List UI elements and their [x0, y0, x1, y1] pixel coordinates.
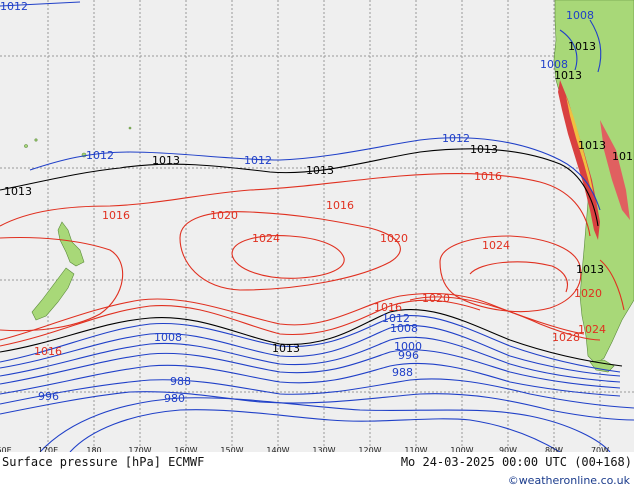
isobar-label: 1020: [574, 287, 602, 300]
longitude-label: 90W: [498, 446, 518, 455]
isobar-label: 988: [392, 366, 413, 379]
isobar-label: 1016: [34, 345, 62, 358]
isobar-label: 1028: [552, 331, 580, 344]
isobar-label: 1013: [568, 40, 596, 53]
isobar-label: 1012: [442, 132, 470, 145]
isobar-label: 1024: [252, 232, 280, 245]
longitude-label: 170E: [37, 446, 59, 455]
isobars-low: [0, 1, 634, 453]
isobar-label: 1024: [578, 323, 606, 336]
isobar-label: 1013: [576, 263, 604, 276]
isobar-label: 1008: [540, 58, 568, 71]
isobar-label: 1020: [210, 209, 238, 222]
isobar-label: 101: [612, 150, 633, 163]
longitude-label: 70W: [590, 446, 610, 455]
isobar-label: 996: [398, 349, 419, 362]
isobar-label: 1008: [154, 331, 182, 344]
longitude-label: 180: [86, 446, 102, 455]
isobar-label: 1012: [0, 0, 28, 13]
isobar-label: 996: [38, 390, 59, 403]
isobar-label: 1008: [566, 9, 594, 22]
isobar-label: 1020: [380, 232, 408, 245]
forecast-datetime: Mo 24-03-2025 00:00 UTC (00+168): [400, 455, 632, 469]
isobar-label: 1013: [152, 154, 180, 167]
longitude-label: 140W: [266, 446, 290, 455]
isobar-label: 1013: [306, 164, 334, 177]
isobar-label: 1012: [86, 149, 114, 162]
isobar-label: 1013: [578, 139, 606, 152]
longitude-axis: 60E 170E 180 170W 160W 150W 140W 130W 12…: [0, 446, 634, 456]
isobar-label: 1016: [102, 209, 130, 222]
map-footer: Surface pressure [hPa] ECMWF Mo 24-03-20…: [0, 452, 634, 490]
longitude-label: 60E: [0, 446, 12, 455]
graticule: [0, 0, 634, 452]
longitude-label: 160W: [174, 446, 198, 455]
isobar-label: 1013: [470, 143, 498, 156]
longitude-label: 150W: [220, 446, 244, 455]
longitude-label: 130W: [312, 446, 336, 455]
isobars-1013: [0, 148, 623, 367]
andes-high-terrain: [558, 80, 630, 240]
longitude-label: 120W: [358, 446, 382, 455]
isobar-labels: 1012 1012 1013 1012 1013 1012 1013 1013 …: [0, 0, 633, 405]
new-zealand-south: [31, 267, 75, 321]
longitude-label: 110W: [404, 446, 428, 455]
isobar-label: 1024: [482, 239, 510, 252]
longitude-label: 100W: [450, 446, 474, 455]
isobar-label: 1016: [474, 170, 502, 183]
isobar-label: 1013: [554, 69, 582, 82]
isobar-label: 980: [164, 392, 185, 405]
longitude-label: 80W: [544, 446, 564, 455]
isobar-label: 988: [170, 375, 191, 388]
isobar-label: 1012: [244, 154, 272, 167]
map-title: Surface pressure [hPa] ECMWF: [2, 455, 205, 469]
isobar-label: 1000: [394, 340, 422, 353]
isobar-label: 1012: [382, 312, 410, 325]
isobar-label: 1016: [326, 199, 354, 212]
isobar-label: 1008: [390, 322, 418, 335]
weather-map: 1012 1012 1013 1012 1013 1012 1013 1013 …: [0, 0, 634, 455]
isobars-high: [0, 172, 625, 347]
isobar-label: 1020: [422, 292, 450, 305]
map-canvas: 1012 1012 1013 1012 1013 1012 1013 1013 …: [0, 0, 634, 453]
isobar-label: 1013: [272, 342, 300, 355]
new-zealand-north: [57, 221, 85, 267]
longitude-label: 170W: [128, 446, 152, 455]
south-america: [553, 0, 634, 365]
isobar-label: 1013: [4, 185, 32, 198]
credit-link[interactable]: ©weatheronline.co.uk: [507, 474, 630, 487]
isobar-label: 1016: [374, 301, 402, 314]
